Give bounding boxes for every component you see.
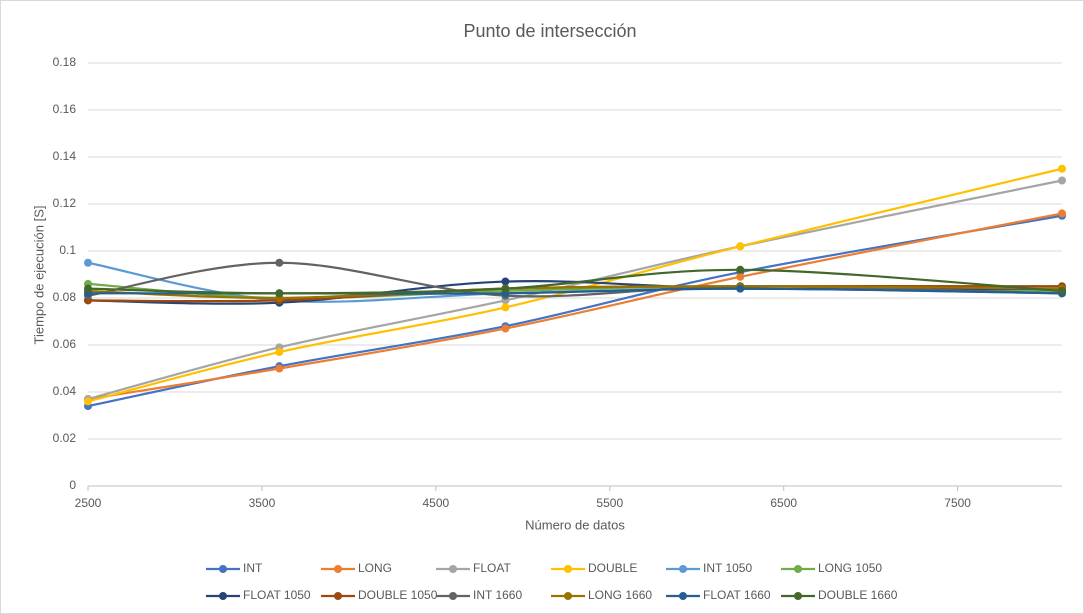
y-tick-label: 0.08 xyxy=(53,290,77,304)
data-point xyxy=(501,277,510,286)
y-tick-label: 0.06 xyxy=(53,337,77,351)
legend-label: INT 1660 xyxy=(473,588,522,602)
data-point xyxy=(501,303,510,312)
data-point xyxy=(736,242,745,251)
data-point xyxy=(501,284,510,293)
y-axis-title: Tiempo de ejecución [S] xyxy=(31,206,46,345)
y-tick-label: 0 xyxy=(69,478,76,492)
legend-marker xyxy=(334,565,342,573)
series-line xyxy=(87,167,1063,403)
data-point xyxy=(84,397,92,406)
data-point xyxy=(275,258,284,267)
x-tick-label: 7500 xyxy=(944,496,971,510)
legend-label: FLOAT 1660 xyxy=(703,588,771,602)
data-point xyxy=(736,265,745,274)
x-tick-label: 4500 xyxy=(423,496,450,510)
legend-marker xyxy=(794,592,802,600)
y-tick-label: 0.16 xyxy=(53,102,77,116)
legend-label: LONG 1660 xyxy=(588,588,652,602)
legend-marker xyxy=(679,592,687,600)
y-tick-label: 0.02 xyxy=(53,431,77,445)
legend-label: DOUBLE 1660 xyxy=(818,588,898,602)
data-point xyxy=(275,348,284,357)
legend-label: DOUBLE 1050 xyxy=(358,588,438,602)
x-axis-title: Número de datos xyxy=(525,517,625,532)
data-point xyxy=(84,258,92,267)
legend-marker xyxy=(679,565,687,573)
y-tick-label: 0.1 xyxy=(59,243,76,257)
series-line xyxy=(87,261,1063,298)
legend-marker xyxy=(219,592,227,600)
x-tick-label: 6500 xyxy=(770,496,797,510)
y-tick-label: 0.18 xyxy=(53,55,77,69)
data-point xyxy=(275,364,284,373)
legend-label: LONG xyxy=(358,561,392,575)
legend-label: FLOAT 1050 xyxy=(243,588,311,602)
legend-marker xyxy=(334,592,342,600)
chart-title: Punto de intersección xyxy=(463,21,636,41)
legend-marker xyxy=(564,565,572,573)
y-tick-label: 0.14 xyxy=(53,149,77,163)
legend-marker xyxy=(564,592,572,600)
data-point xyxy=(1058,286,1066,295)
data-point xyxy=(1058,164,1066,173)
legend-marker xyxy=(794,565,802,573)
legend-label: LONG 1050 xyxy=(818,561,882,575)
legend-label: DOUBLE xyxy=(588,561,637,575)
legend-label: FLOAT xyxy=(473,561,511,575)
legend-marker xyxy=(219,565,227,573)
x-tick-label: 2500 xyxy=(75,496,102,510)
x-tick-label: 3500 xyxy=(249,496,276,510)
data-point xyxy=(501,324,510,333)
data-point xyxy=(1058,176,1066,185)
data-point xyxy=(275,289,284,298)
legend-marker xyxy=(449,565,457,573)
data-point xyxy=(736,272,745,281)
data-point xyxy=(736,284,745,293)
legend-label: INT 1050 xyxy=(703,561,752,575)
data-point xyxy=(84,284,92,293)
data-point xyxy=(1058,209,1066,218)
legend-label: INT xyxy=(243,561,263,575)
y-tick-label: 0.04 xyxy=(53,384,77,398)
x-tick-label: 5500 xyxy=(596,496,623,510)
series-line xyxy=(87,268,1063,295)
legend-marker xyxy=(449,592,457,600)
y-tick-label: 0.12 xyxy=(53,196,77,210)
series-line xyxy=(87,212,1063,401)
